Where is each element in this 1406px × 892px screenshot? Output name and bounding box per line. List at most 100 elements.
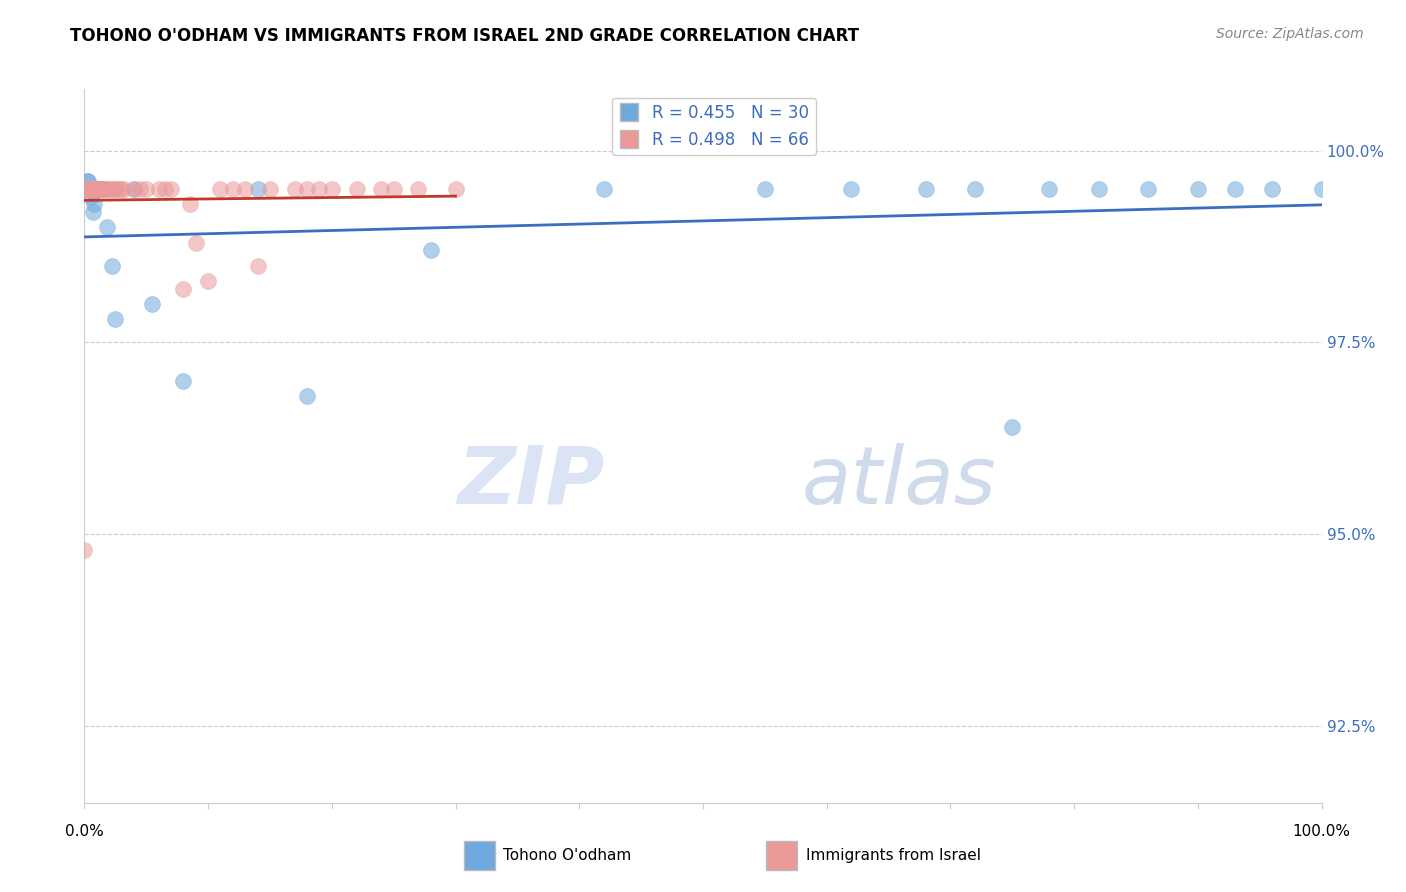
Point — [79, 189, 101, 203]
Point — [197, 274, 219, 288]
Point — [233, 182, 256, 196]
Point — [75, 182, 97, 196]
Point — [160, 182, 183, 196]
Point — [80, 182, 103, 196]
Point — [100, 182, 122, 196]
Point — [148, 182, 170, 196]
Point — [1310, 182, 1333, 196]
Point — [86, 182, 108, 196]
Point — [112, 182, 135, 196]
Point — [77, 182, 100, 196]
Point — [370, 182, 392, 196]
Point — [914, 182, 936, 196]
Point — [1088, 182, 1111, 196]
Point — [104, 182, 127, 196]
Point — [73, 182, 96, 196]
Point — [259, 182, 281, 196]
Point — [93, 182, 115, 196]
Point — [284, 182, 307, 196]
Point — [91, 182, 114, 196]
Point — [89, 182, 111, 196]
Legend: R = 0.455   N = 30, R = 0.498   N = 66: R = 0.455 N = 30, R = 0.498 N = 66 — [613, 97, 815, 155]
Point — [179, 197, 201, 211]
Point — [82, 182, 104, 196]
Point — [246, 182, 269, 196]
Point — [222, 182, 245, 196]
Point — [79, 182, 101, 196]
Point — [82, 182, 104, 196]
Point — [295, 182, 318, 196]
Text: 0.0%: 0.0% — [65, 824, 104, 839]
Point — [76, 182, 98, 196]
Point — [73, 542, 96, 557]
Point — [83, 197, 105, 211]
Point — [76, 182, 98, 196]
Point — [382, 182, 405, 196]
Point — [754, 182, 776, 196]
Point — [86, 182, 108, 196]
Point — [86, 182, 108, 196]
Point — [1001, 419, 1024, 434]
Point — [76, 182, 98, 196]
Point — [75, 182, 97, 196]
Point — [80, 182, 103, 196]
Point — [1261, 182, 1284, 196]
Text: atlas: atlas — [801, 442, 997, 521]
Point — [419, 244, 441, 258]
Point — [84, 182, 107, 196]
Point — [172, 374, 194, 388]
Point — [108, 182, 131, 196]
Point — [129, 182, 152, 196]
Point — [79, 182, 101, 196]
Point — [79, 182, 101, 196]
Point — [96, 220, 118, 235]
Point — [184, 235, 207, 250]
Point — [80, 182, 103, 196]
Text: 100.0%: 100.0% — [1292, 824, 1351, 839]
Point — [841, 182, 863, 196]
Point — [98, 182, 121, 196]
Point — [89, 182, 111, 196]
Point — [295, 389, 318, 403]
Point — [122, 182, 145, 196]
Text: Immigrants from Israel: Immigrants from Israel — [806, 848, 980, 863]
Point — [83, 182, 105, 196]
Point — [75, 182, 97, 196]
Point — [82, 205, 104, 219]
Point — [77, 182, 100, 196]
Point — [321, 182, 343, 196]
Point — [346, 182, 368, 196]
Point — [100, 259, 122, 273]
Point — [83, 182, 105, 196]
Point — [104, 182, 127, 196]
Point — [77, 174, 100, 188]
Point — [246, 259, 269, 273]
Point — [84, 182, 107, 196]
Point — [110, 182, 132, 196]
Point — [1223, 182, 1246, 196]
Text: TOHONO O'ODHAM VS IMMIGRANTS FROM ISRAEL 2ND GRADE CORRELATION CHART: TOHONO O'ODHAM VS IMMIGRANTS FROM ISRAEL… — [70, 27, 859, 45]
Point — [141, 297, 163, 311]
Point — [1038, 182, 1060, 196]
Point — [444, 182, 467, 196]
Point — [1187, 182, 1209, 196]
Point — [593, 182, 616, 196]
Point — [75, 182, 97, 196]
Point — [408, 182, 430, 196]
Point — [104, 312, 127, 326]
Point — [172, 282, 194, 296]
Point — [122, 182, 145, 196]
Point — [89, 182, 111, 196]
Point — [965, 182, 987, 196]
Point — [209, 182, 232, 196]
Text: Tohono O'odham: Tohono O'odham — [503, 848, 631, 863]
Point — [76, 174, 98, 188]
Point — [79, 182, 101, 196]
Point — [308, 182, 330, 196]
Point — [73, 182, 96, 196]
Point — [86, 182, 108, 196]
Point — [135, 182, 157, 196]
Point — [1137, 182, 1160, 196]
Text: Source: ZipAtlas.com: Source: ZipAtlas.com — [1216, 27, 1364, 41]
Point — [77, 182, 100, 196]
